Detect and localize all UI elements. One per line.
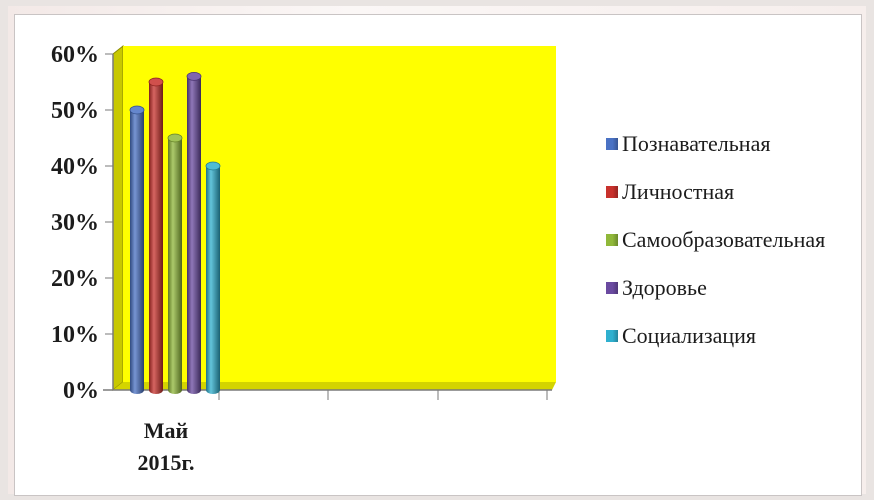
legend-swatch-socialization xyxy=(606,330,618,342)
legend-item-personal: Личностная xyxy=(606,178,825,206)
bar-top-4 xyxy=(186,72,202,81)
legend-swatch-health xyxy=(606,282,618,294)
bar-top-2 xyxy=(148,77,164,87)
legend-label-personal: Личностная xyxy=(622,179,735,204)
bar-top-3 xyxy=(167,133,183,143)
plot-floor xyxy=(113,382,556,390)
y-tick-label: 60% xyxy=(51,42,99,68)
legend-label-cognitive: Познавательная xyxy=(622,131,771,156)
y-tick-label: 30% xyxy=(51,210,99,236)
legend: Познавательная Личностная Самообразовате… xyxy=(606,130,825,350)
bar-top-5 xyxy=(205,161,221,171)
y-tick-label: 0% xyxy=(63,378,99,404)
y-tick-label: 50% xyxy=(51,98,99,124)
legend-label-health: Здоровье xyxy=(622,275,707,300)
legend-swatch-cognitive xyxy=(606,138,618,150)
bar-3 xyxy=(168,138,182,394)
bar-5 xyxy=(206,166,220,394)
bar-top-1 xyxy=(129,105,145,115)
legend-item-socialization: Социализация xyxy=(606,322,825,350)
legend-label-socialization: Социализация xyxy=(622,323,757,348)
bar-2 xyxy=(149,82,163,394)
legend-item-health: Здоровье xyxy=(606,274,825,302)
y-tick-label: 40% xyxy=(51,154,99,180)
bar-4 xyxy=(187,76,201,395)
legend-swatch-personal xyxy=(606,186,618,198)
chart-side-wall xyxy=(112,44,124,392)
bar-1 xyxy=(130,110,144,394)
x-category-label: Май 2015г. xyxy=(137,418,194,475)
y-tick-label: 10% xyxy=(51,322,99,348)
legend-item-self-education: Самообразовательная xyxy=(606,226,825,254)
legend-swatch-self-education xyxy=(606,234,618,246)
legend-item-cognitive: Познавательная xyxy=(606,130,825,158)
y-tick-label: 20% xyxy=(51,266,99,292)
legend-label-self-education: Самообразовательная xyxy=(622,227,826,252)
